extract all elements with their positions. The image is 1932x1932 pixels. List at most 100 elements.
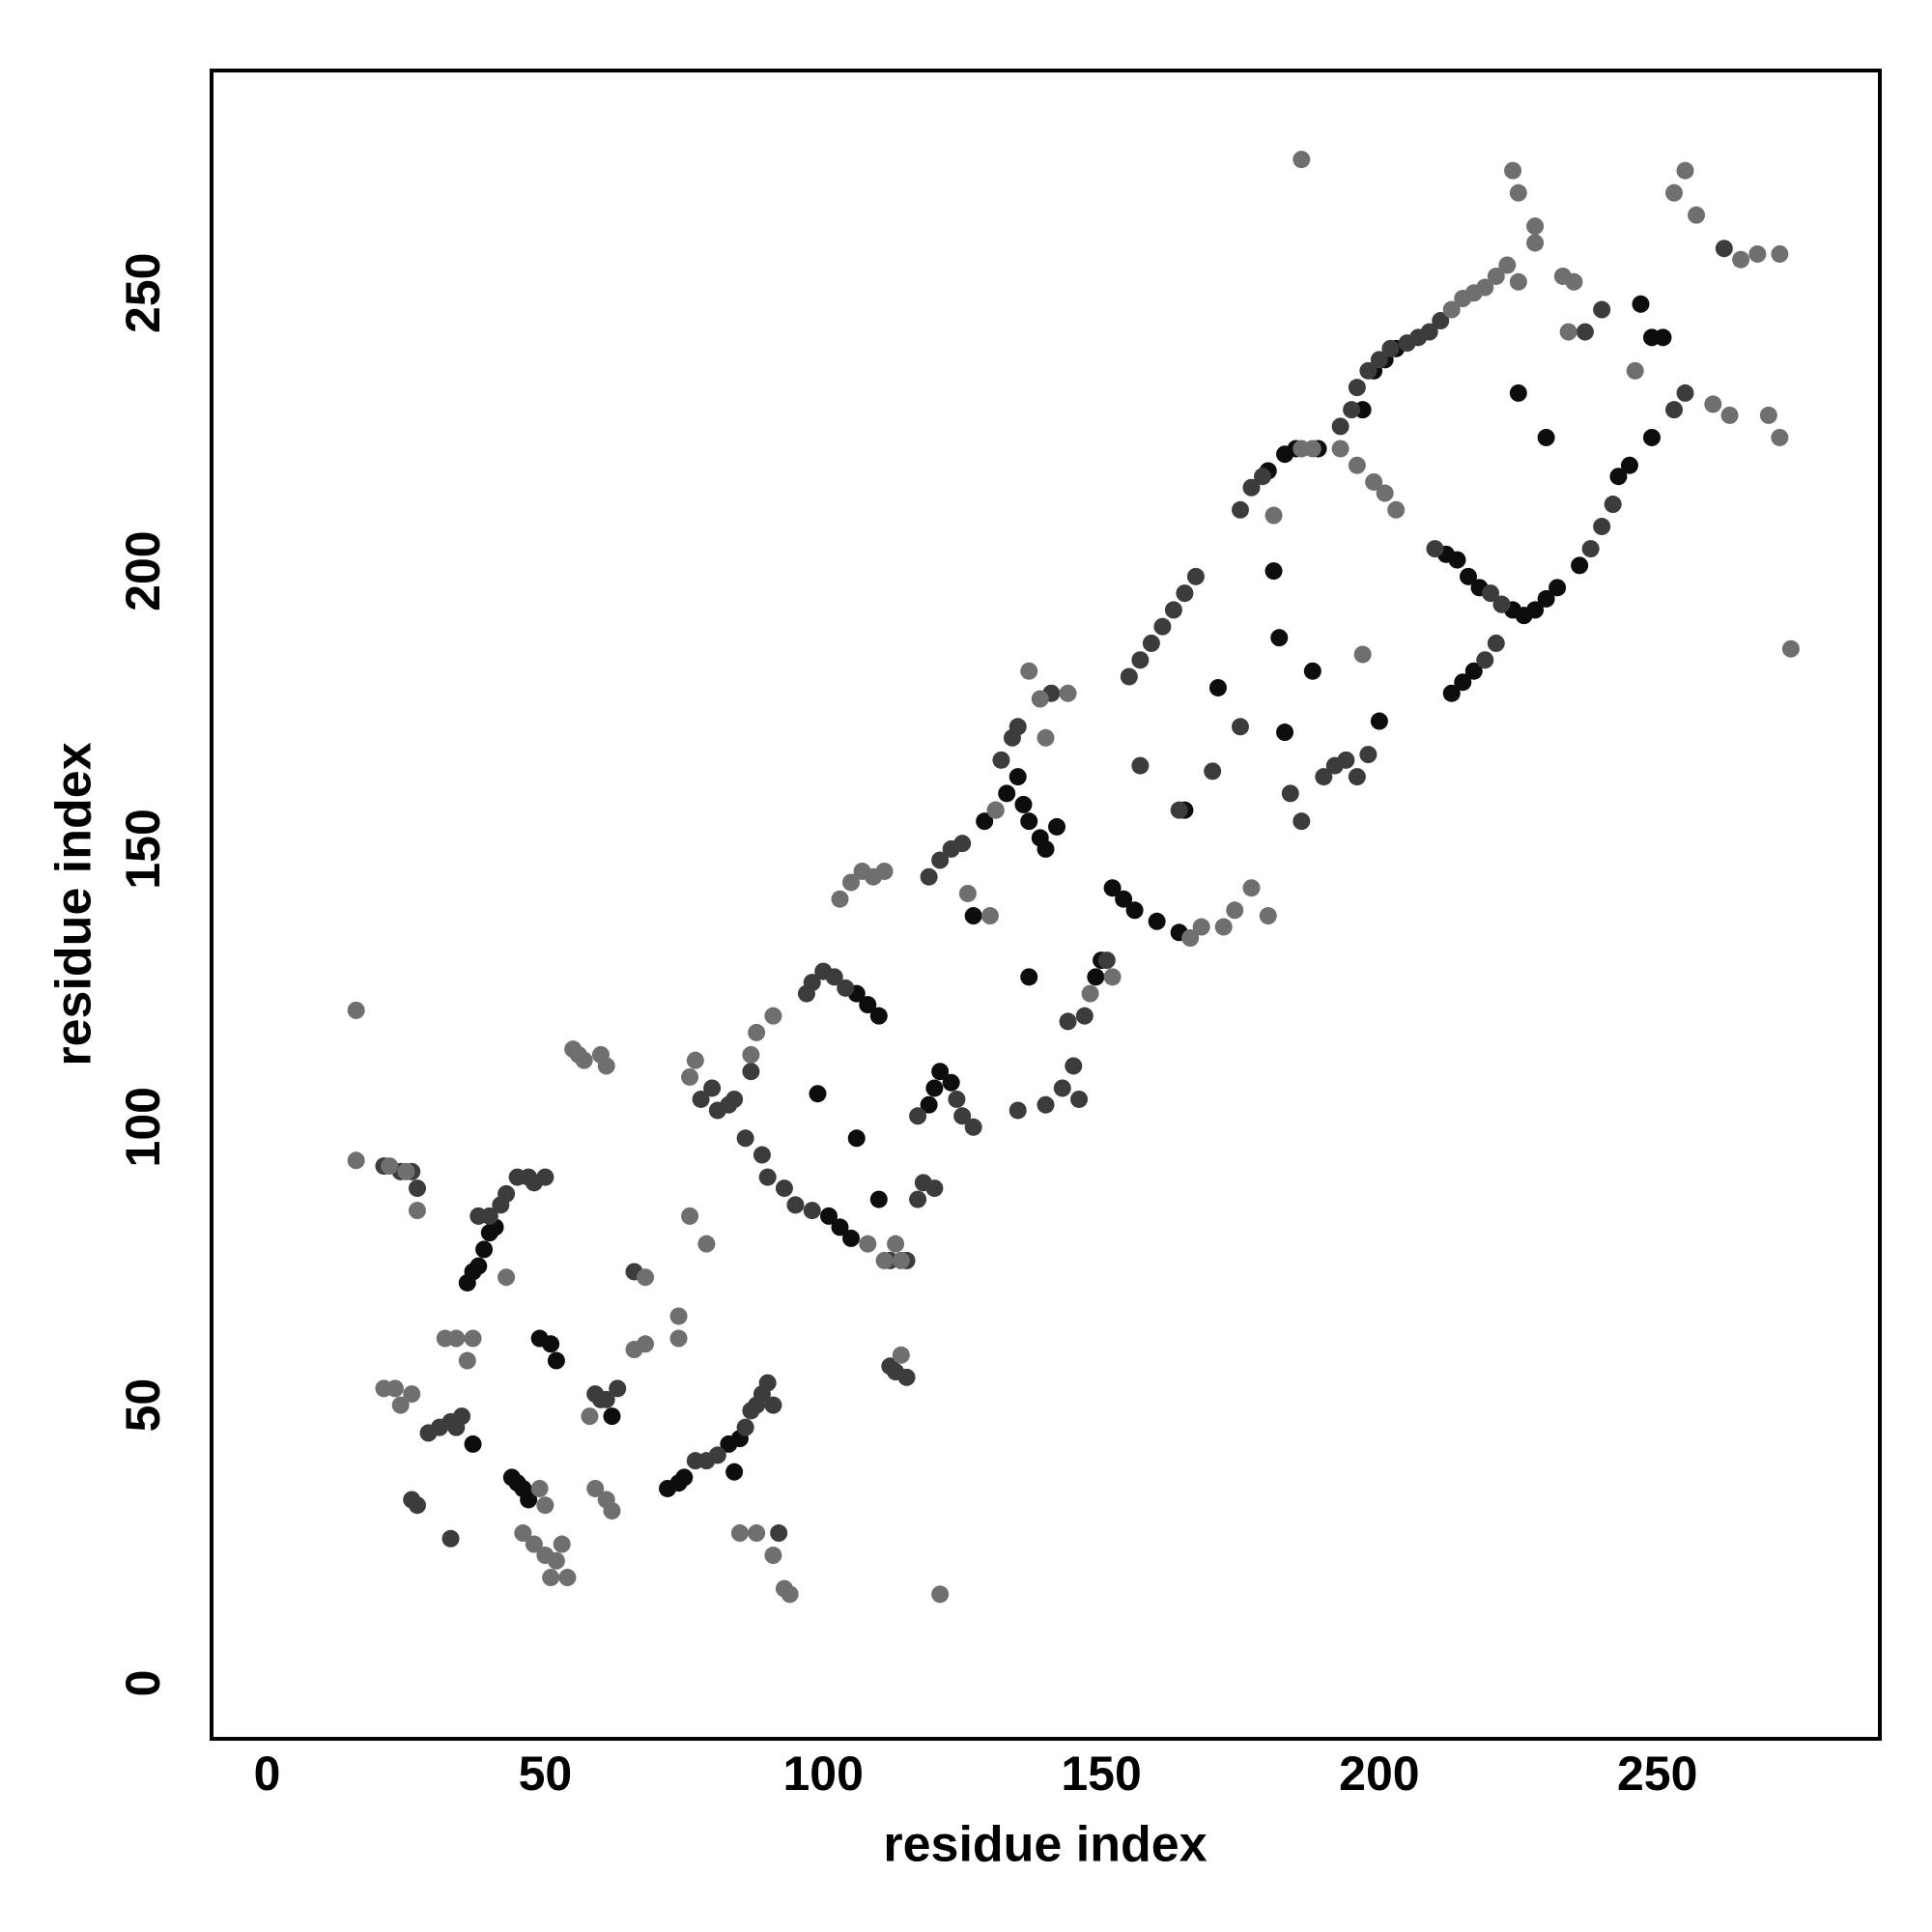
point (1642, 328, 1661, 347)
point (1571, 556, 1589, 575)
point (397, 1162, 415, 1180)
point (1759, 406, 1777, 424)
point (730, 1524, 749, 1543)
point (1376, 484, 1394, 502)
point (869, 1007, 888, 1025)
point (1581, 540, 1600, 558)
point (892, 1346, 910, 1364)
point (1103, 968, 1122, 986)
point (764, 1396, 782, 1414)
point (1704, 395, 1722, 413)
point (1087, 968, 1105, 986)
point (1048, 817, 1066, 836)
point (1492, 595, 1511, 613)
point (1170, 801, 1188, 819)
y-axis-title: residue index (46, 742, 102, 1065)
point (692, 1090, 710, 1108)
point (1142, 634, 1160, 652)
plot-frame (210, 69, 1882, 1741)
point (1264, 506, 1283, 525)
point (1231, 718, 1249, 736)
point (1565, 272, 1583, 291)
point (831, 1218, 849, 1236)
point (775, 1179, 793, 1198)
point (1176, 584, 1194, 603)
point (1476, 651, 1494, 669)
point (842, 1229, 861, 1247)
point (1359, 361, 1378, 380)
y-tick-label: 100 (116, 1087, 170, 1167)
point (558, 1569, 577, 1587)
point (758, 1168, 777, 1186)
point (536, 1168, 554, 1186)
point (1593, 518, 1611, 536)
point (1014, 795, 1033, 813)
point (1498, 256, 1517, 274)
point (1331, 417, 1350, 436)
point (1031, 690, 1049, 708)
point (1231, 500, 1249, 519)
point (637, 1268, 655, 1287)
point (637, 1335, 655, 1353)
point (1164, 601, 1182, 619)
point (347, 1151, 365, 1170)
point (497, 1268, 516, 1287)
point (1454, 673, 1472, 692)
point (347, 1001, 365, 1019)
point (1242, 879, 1261, 897)
point (1504, 161, 1522, 180)
point (1442, 684, 1461, 702)
point (1009, 768, 1027, 786)
point (859, 1235, 877, 1253)
point (1259, 907, 1277, 925)
point (681, 1067, 699, 1086)
point (453, 1407, 471, 1426)
point (725, 1090, 744, 1108)
point (753, 1146, 771, 1164)
point (964, 907, 982, 925)
point (869, 1190, 888, 1208)
point (1204, 762, 1222, 781)
point (1748, 244, 1767, 263)
point (1343, 401, 1361, 419)
point (1432, 312, 1450, 330)
point (1153, 617, 1172, 636)
point (1293, 151, 1311, 169)
point (1381, 339, 1400, 357)
point (1632, 295, 1650, 313)
y-tick-label: 50 (116, 1378, 170, 1433)
point (758, 1374, 777, 1392)
point (786, 1196, 805, 1214)
point (992, 751, 1010, 769)
point (1070, 1090, 1089, 1108)
point (475, 1240, 494, 1259)
point (603, 1501, 621, 1520)
point (1620, 456, 1638, 474)
point (875, 862, 894, 880)
point (1348, 379, 1366, 397)
point (1537, 428, 1555, 446)
point (403, 1385, 421, 1404)
point (1387, 500, 1406, 519)
point (964, 1118, 982, 1136)
point (675, 1468, 694, 1487)
point (819, 1207, 838, 1225)
point (1676, 384, 1694, 402)
point (1509, 384, 1527, 402)
point (931, 1063, 950, 1081)
point (708, 1446, 726, 1464)
point (1065, 1057, 1083, 1075)
y-tick-label: 200 (116, 530, 170, 611)
point (809, 1085, 827, 1103)
point (1460, 567, 1478, 585)
point (469, 1257, 488, 1275)
y-tick-label: 0 (116, 1670, 170, 1697)
point (1548, 579, 1567, 597)
point (514, 1524, 532, 1543)
point (1426, 540, 1444, 558)
point (403, 1491, 421, 1509)
point (1264, 562, 1283, 581)
point (1242, 478, 1261, 497)
point (859, 996, 877, 1014)
